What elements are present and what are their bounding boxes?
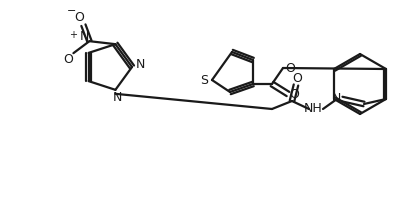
Text: O: O xyxy=(289,88,299,100)
Text: N: N xyxy=(113,91,122,104)
Text: N: N xyxy=(331,92,341,106)
Text: +: + xyxy=(69,30,77,40)
Text: O: O xyxy=(63,53,73,66)
Text: O: O xyxy=(292,71,302,85)
Text: O: O xyxy=(285,61,295,74)
Text: O: O xyxy=(74,11,84,24)
Text: −: − xyxy=(67,6,76,16)
Text: NH: NH xyxy=(304,102,323,116)
Text: N: N xyxy=(80,30,89,43)
Text: S: S xyxy=(200,74,208,86)
Text: N: N xyxy=(135,59,144,71)
